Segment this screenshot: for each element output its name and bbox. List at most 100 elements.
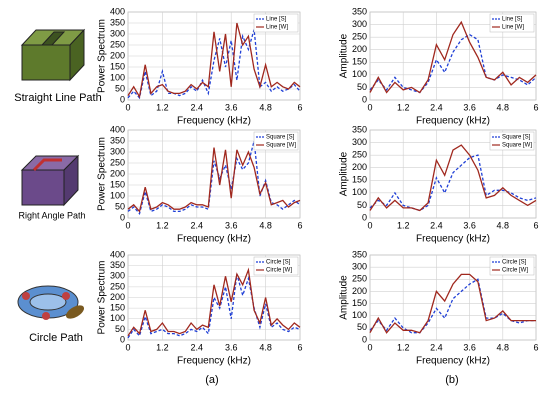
legend-label: Line [W]	[502, 25, 524, 31]
y-tick-label: 350	[110, 260, 125, 270]
legend-label: Circle [S]	[502, 260, 527, 266]
x-tick-label: 0	[125, 102, 130, 112]
y-axis-label: Amplitude	[339, 275, 350, 320]
straight-line-icon	[20, 28, 86, 82]
y-tick-label: 400	[110, 124, 125, 134]
x-tick-label: 3.6	[463, 102, 476, 112]
series-line	[369, 33, 537, 94]
y-tick-label: 50	[115, 83, 125, 93]
right-angle-icon	[20, 154, 80, 207]
x-tick-label: 6	[533, 220, 538, 230]
x-tick-label: 1.2	[156, 342, 169, 352]
y-tick-label: 300	[110, 271, 125, 281]
x-tick-label: 3.6	[225, 220, 238, 230]
series-line	[127, 147, 301, 213]
y-tick-label: 300	[352, 19, 367, 29]
x-axis-label: Frequency (kHz)	[416, 356, 490, 367]
x-tick-label: 3.6	[463, 220, 476, 230]
y-tick-label: 50	[357, 200, 367, 210]
y-tick-label: 50	[357, 82, 367, 92]
series-line	[127, 140, 301, 215]
legend-label: Line [S]	[502, 17, 523, 23]
y-tick-label: 250	[352, 32, 367, 42]
y-tick-label: 150	[110, 61, 125, 71]
legend-box	[253, 13, 299, 33]
y-tick-label: 250	[110, 39, 125, 49]
y-tick-label: 200	[110, 292, 125, 302]
y-tick-label: 350	[352, 124, 367, 134]
series-line	[127, 273, 301, 339]
y-tick-label: 50	[357, 322, 367, 332]
y-tick-label: 400	[110, 6, 125, 16]
legend-label: Line [W]	[266, 25, 288, 31]
x-tick-label: 6	[297, 342, 302, 352]
legend-label: Line [S]	[266, 17, 287, 23]
y-tick-label: 300	[352, 262, 367, 272]
x-tick-label: 3.6	[225, 102, 238, 112]
x-tick-label: 4.8	[259, 342, 272, 352]
x-tick-label: 4.8	[497, 342, 510, 352]
x-tick-label: 2.4	[191, 342, 204, 352]
legend-label: Circle [W]	[502, 268, 528, 274]
x-tick-label: 1.2	[156, 220, 169, 230]
x-tick-label: 2.4	[430, 102, 443, 112]
y-tick-label: 300	[110, 146, 125, 156]
y-tick-label: 100	[110, 190, 125, 200]
y-tick-label: 250	[352, 274, 367, 284]
x-tick-label: 0	[125, 342, 130, 352]
circle-icon	[17, 285, 85, 320]
x-tick-label: 6	[297, 220, 302, 230]
legend-box	[253, 256, 299, 276]
y-tick-label: 0	[120, 212, 125, 222]
y-tick-label: 150	[110, 179, 125, 189]
x-tick-label: 2.4	[191, 220, 204, 230]
y-tick-label: 50	[115, 201, 125, 211]
x-tick-label: 1.2	[397, 342, 410, 352]
y-tick-label: 0	[362, 212, 367, 222]
y-tick-label: 200	[352, 44, 367, 54]
x-tick-label: 2.4	[430, 220, 443, 230]
y-tick-label: 350	[352, 6, 367, 16]
y-axis-label: Power Spectrum	[97, 137, 108, 211]
series-line	[369, 273, 536, 334]
y-tick-label: 150	[352, 175, 367, 185]
legend-label: Square [S]	[266, 135, 295, 141]
x-axis-label: Frequency (kHz)	[177, 234, 251, 245]
y-tick-label: 50	[115, 324, 125, 334]
y-tick-label: 350	[110, 135, 125, 145]
y-axis-label: Power Spectrum	[97, 19, 108, 93]
caption: Straight Line Path	[14, 92, 101, 104]
y-tick-label: 350	[352, 249, 367, 259]
y-tick-label: 200	[352, 162, 367, 172]
x-axis-label: Frequency (kHz)	[416, 234, 490, 245]
x-tick-label: 6	[533, 342, 538, 352]
legend-box	[489, 13, 535, 33]
caption: Right Angle Path	[18, 210, 85, 220]
y-tick-label: 100	[110, 72, 125, 82]
y-tick-label: 0	[120, 334, 125, 344]
y-tick-label: 150	[352, 298, 367, 308]
legend-box	[489, 131, 535, 151]
x-tick-label: 2.4	[191, 102, 204, 112]
y-tick-label: 100	[110, 313, 125, 323]
legend-label: Square [W]	[266, 143, 296, 149]
y-tick-label: 100	[352, 69, 367, 79]
legend-box	[489, 256, 535, 276]
panel-label: (b)	[445, 374, 458, 386]
y-tick-label: 150	[110, 303, 125, 313]
y-tick-label: 200	[352, 286, 367, 296]
x-tick-label: 6	[297, 102, 302, 112]
x-tick-label: 0	[367, 342, 372, 352]
series-line	[127, 22, 301, 99]
x-tick-label: 4.8	[497, 102, 510, 112]
y-tick-label: 0	[120, 94, 125, 104]
x-tick-label: 4.8	[259, 220, 272, 230]
y-tick-label: 250	[110, 157, 125, 167]
y-tick-label: 150	[352, 57, 367, 67]
x-tick-label: 1.2	[397, 220, 410, 230]
x-tick-label: 3.6	[463, 342, 476, 352]
legend-label: Circle [S]	[266, 260, 291, 266]
panel-label: (a)	[205, 374, 218, 386]
